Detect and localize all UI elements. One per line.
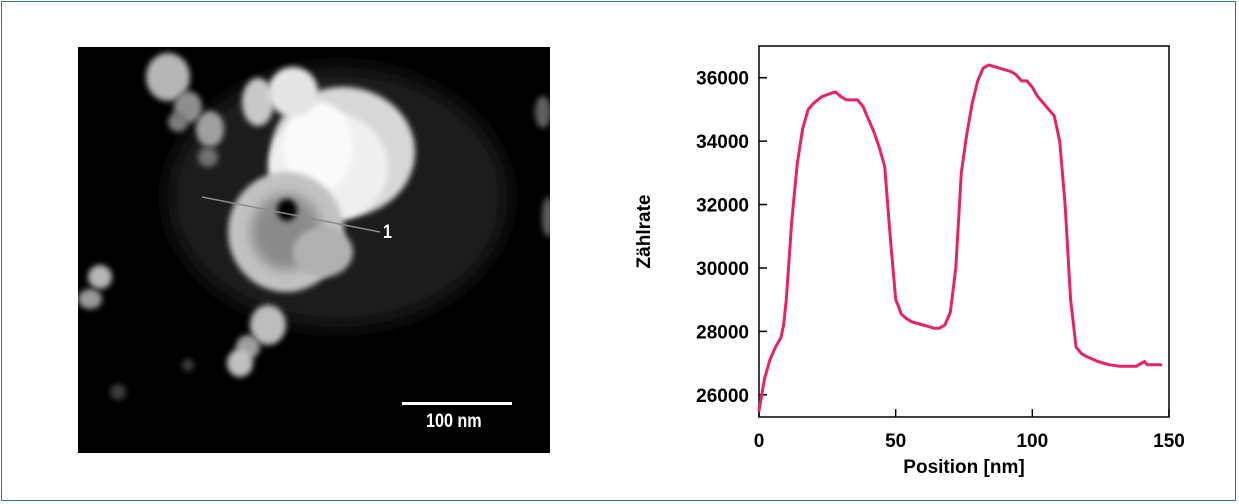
profile-label: 1 bbox=[383, 222, 392, 243]
line-chart: 0 50 100 150 26000 28000 30000 32000 34000 36000… bbox=[634, 45, 1185, 478]
scale-bar-label: 100 nm bbox=[426, 411, 482, 432]
profile-line bbox=[201, 196, 381, 233]
series-line bbox=[757, 63, 1163, 413]
x-tick-label: 50 bbox=[885, 431, 906, 452]
microscope-image: 1 100 nm bbox=[78, 47, 550, 453]
y-tick-label: 32000 bbox=[696, 196, 749, 217]
plot-area bbox=[758, 45, 1170, 418]
y-axis: 26000 28000 30000 32000 34000 36000 bbox=[696, 69, 767, 407]
x-tick-label: 150 bbox=[1153, 431, 1185, 452]
plot-frame bbox=[758, 45, 1170, 418]
x-tick-label: 0 bbox=[754, 431, 765, 452]
y-tick-label: 34000 bbox=[696, 132, 749, 153]
x-axis: 0 50 100 150 bbox=[754, 409, 1185, 452]
y-tick-label: 26000 bbox=[696, 386, 749, 407]
y-tick-label: 30000 bbox=[696, 259, 749, 280]
y-tick-label: 28000 bbox=[696, 322, 749, 343]
y-tick-label: 36000 bbox=[696, 69, 749, 90]
particle-image bbox=[78, 47, 550, 453]
scale-bar bbox=[402, 402, 512, 405]
x-tick-label: 100 bbox=[1016, 431, 1048, 452]
x-axis-label: Position [nm] bbox=[903, 457, 1024, 478]
y-axis-label: Zählrate bbox=[634, 195, 655, 269]
